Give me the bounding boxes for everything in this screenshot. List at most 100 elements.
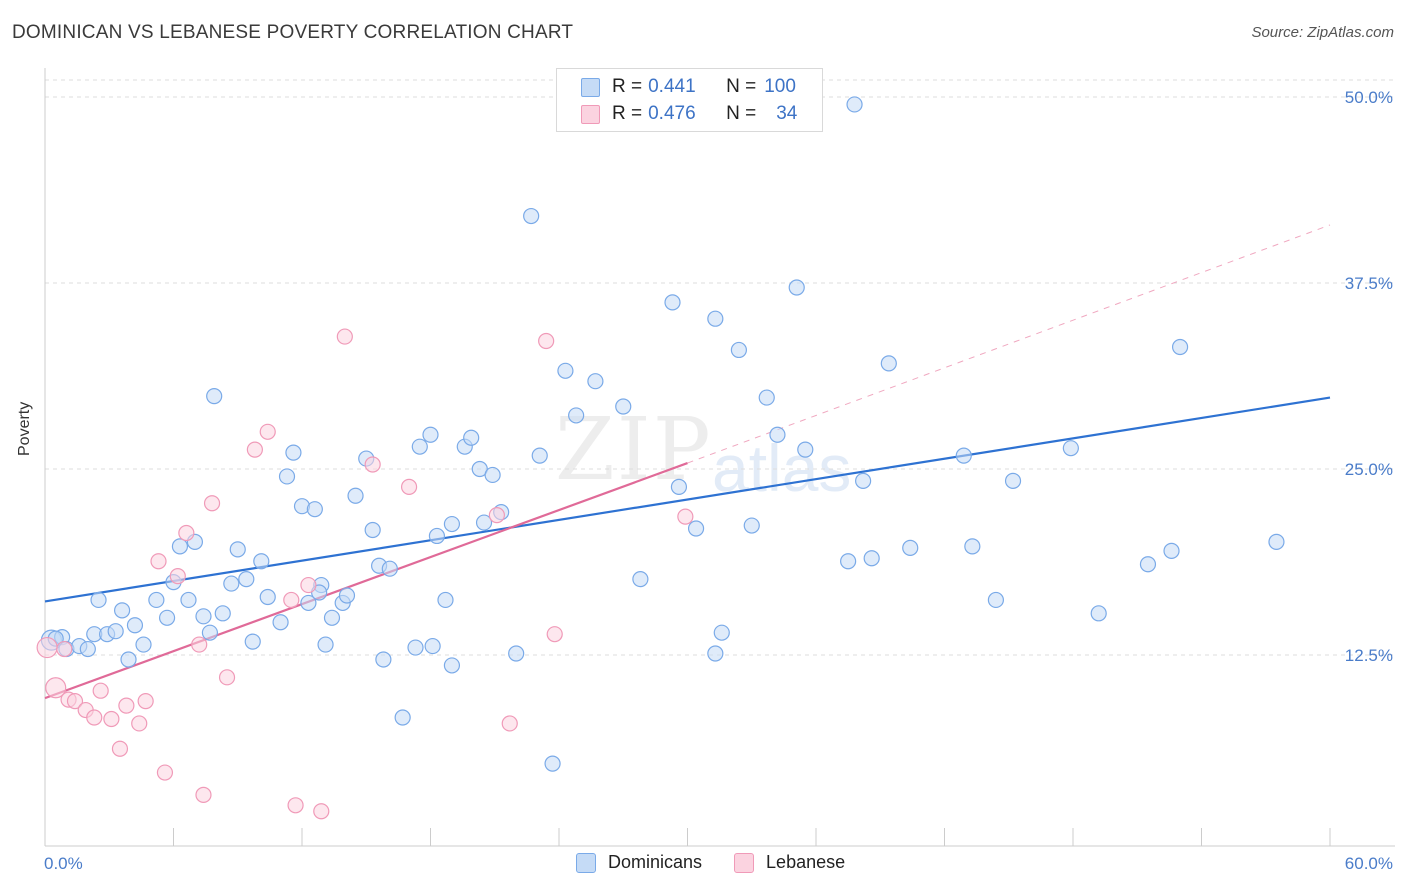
- trend-line-dominicans: [44, 396, 1331, 603]
- dominican-point: [964, 538, 981, 555]
- dominican-point: [338, 587, 356, 604]
- axes: [44, 68, 1395, 847]
- dominican-point: [195, 608, 212, 625]
- lebanese-point: [677, 508, 694, 525]
- lebanese-point: [195, 786, 212, 803]
- dominican-point: [300, 594, 317, 612]
- dominican-point: [840, 553, 857, 570]
- dominican-point: [428, 527, 446, 545]
- lebanese-point: [501, 715, 518, 732]
- lebanese-point: [246, 441, 263, 458]
- legend-r-label: R =: [612, 76, 643, 97]
- dominican-point: [1163, 542, 1180, 559]
- legend-label-lebanese: Lebanese: [766, 852, 846, 872]
- dominican-point: [880, 355, 897, 372]
- lebanese-point: [313, 803, 330, 820]
- lebanese-point: [36, 636, 58, 659]
- y-tick-label: 37.5%: [1345, 274, 1393, 293]
- dominican-point: [394, 709, 411, 726]
- dominican-point: [743, 517, 760, 534]
- dominican-point: [285, 444, 302, 461]
- dominican-point: [1268, 533, 1285, 551]
- dominican-point: [214, 605, 231, 622]
- dominican-point: [531, 447, 548, 464]
- lebanese-point: [283, 591, 300, 609]
- dominican-point: [424, 637, 441, 655]
- dominican-point: [664, 294, 681, 311]
- dominican-point: [180, 591, 197, 609]
- dominican-point: [902, 539, 919, 556]
- lebanese-point: [546, 626, 563, 643]
- lebanese-point: [400, 478, 418, 495]
- dominican-point: [158, 609, 176, 626]
- dominican-point: [148, 591, 165, 609]
- series-legend: Dominicans Lebanese: [576, 852, 877, 873]
- dominican-point: [411, 438, 428, 455]
- y-tick-label: 50.0%: [1345, 88, 1393, 107]
- dominican-point: [278, 468, 296, 485]
- dominican-point: [229, 541, 246, 558]
- dominican-point: [568, 407, 585, 424]
- dominican-point: [670, 478, 688, 495]
- dominican-point: [769, 426, 786, 443]
- legend-row-lebanese: R = 0.476 N = 34: [581, 102, 797, 126]
- dominican-point: [317, 636, 334, 653]
- dominican-point: [846, 96, 863, 113]
- lebanese-point: [66, 693, 84, 710]
- trend-line-lebanese-extrapolated: [687, 224, 1331, 464]
- dominican-point: [463, 429, 480, 446]
- dominican-point: [135, 636, 152, 653]
- dominican-point: [437, 591, 454, 609]
- legend-r-label: R =: [612, 103, 643, 124]
- data-points: [36, 96, 1285, 820]
- lebanese-legend-icon: [734, 852, 755, 873]
- dominican-point: [987, 591, 1005, 609]
- legend-item-lebanese[interactable]: Lebanese: [734, 852, 845, 873]
- dominican-point: [707, 310, 724, 327]
- dominican-point: [707, 645, 724, 662]
- lebanese-point: [538, 332, 555, 350]
- lebanese-point: [92, 682, 109, 699]
- lebanese-point: [364, 456, 381, 473]
- trend-lines: [44, 224, 1331, 700]
- legend-n-value: 34: [776, 103, 798, 124]
- dominican-point: [863, 550, 880, 567]
- x-tick-label: 0.0%: [44, 854, 83, 873]
- dominican-point: [730, 341, 748, 359]
- lebanese-point: [150, 553, 167, 570]
- dominican-point: [713, 624, 730, 641]
- lebanese-point: [103, 710, 120, 728]
- dominican-point: [1062, 440, 1079, 457]
- dominican-point: [79, 640, 96, 658]
- chart-title: DOMINICAN VS LEBANESE POVERTY CORRELATIO…: [12, 22, 574, 43]
- dominican-point: [1090, 605, 1107, 622]
- lebanese-point: [336, 328, 353, 345]
- dominican-point: [375, 651, 392, 668]
- dominican-point: [323, 609, 341, 626]
- dominican-point: [758, 389, 775, 406]
- dominican-point: [1004, 472, 1022, 490]
- dominican-point: [306, 501, 323, 518]
- dominican-point: [126, 617, 144, 634]
- dominican-point: [797, 441, 814, 458]
- x-tick-label: 60.0%: [1345, 854, 1393, 873]
- dominican-point: [484, 466, 501, 484]
- dominican-point: [587, 373, 604, 390]
- dominican-point: [259, 588, 276, 606]
- lebanese-point: [137, 693, 154, 710]
- lebanese-point: [178, 524, 195, 542]
- trend-line-lebanese: [44, 462, 688, 700]
- y-tick-label: 12.5%: [1345, 646, 1393, 665]
- dominican-point: [272, 614, 289, 631]
- dominican-point: [171, 538, 189, 555]
- dominican-point: [347, 487, 364, 504]
- dominican-point: [523, 207, 540, 225]
- lebanese-point: [86, 709, 103, 726]
- legend-item-dominicans[interactable]: Dominicans: [576, 852, 702, 873]
- dominican-point: [443, 657, 461, 674]
- lebanese-point: [300, 576, 317, 594]
- dominican-point: [244, 633, 261, 650]
- lebanese-point: [45, 677, 67, 699]
- dominican-point: [955, 447, 972, 464]
- lebanese-point: [191, 636, 208, 653]
